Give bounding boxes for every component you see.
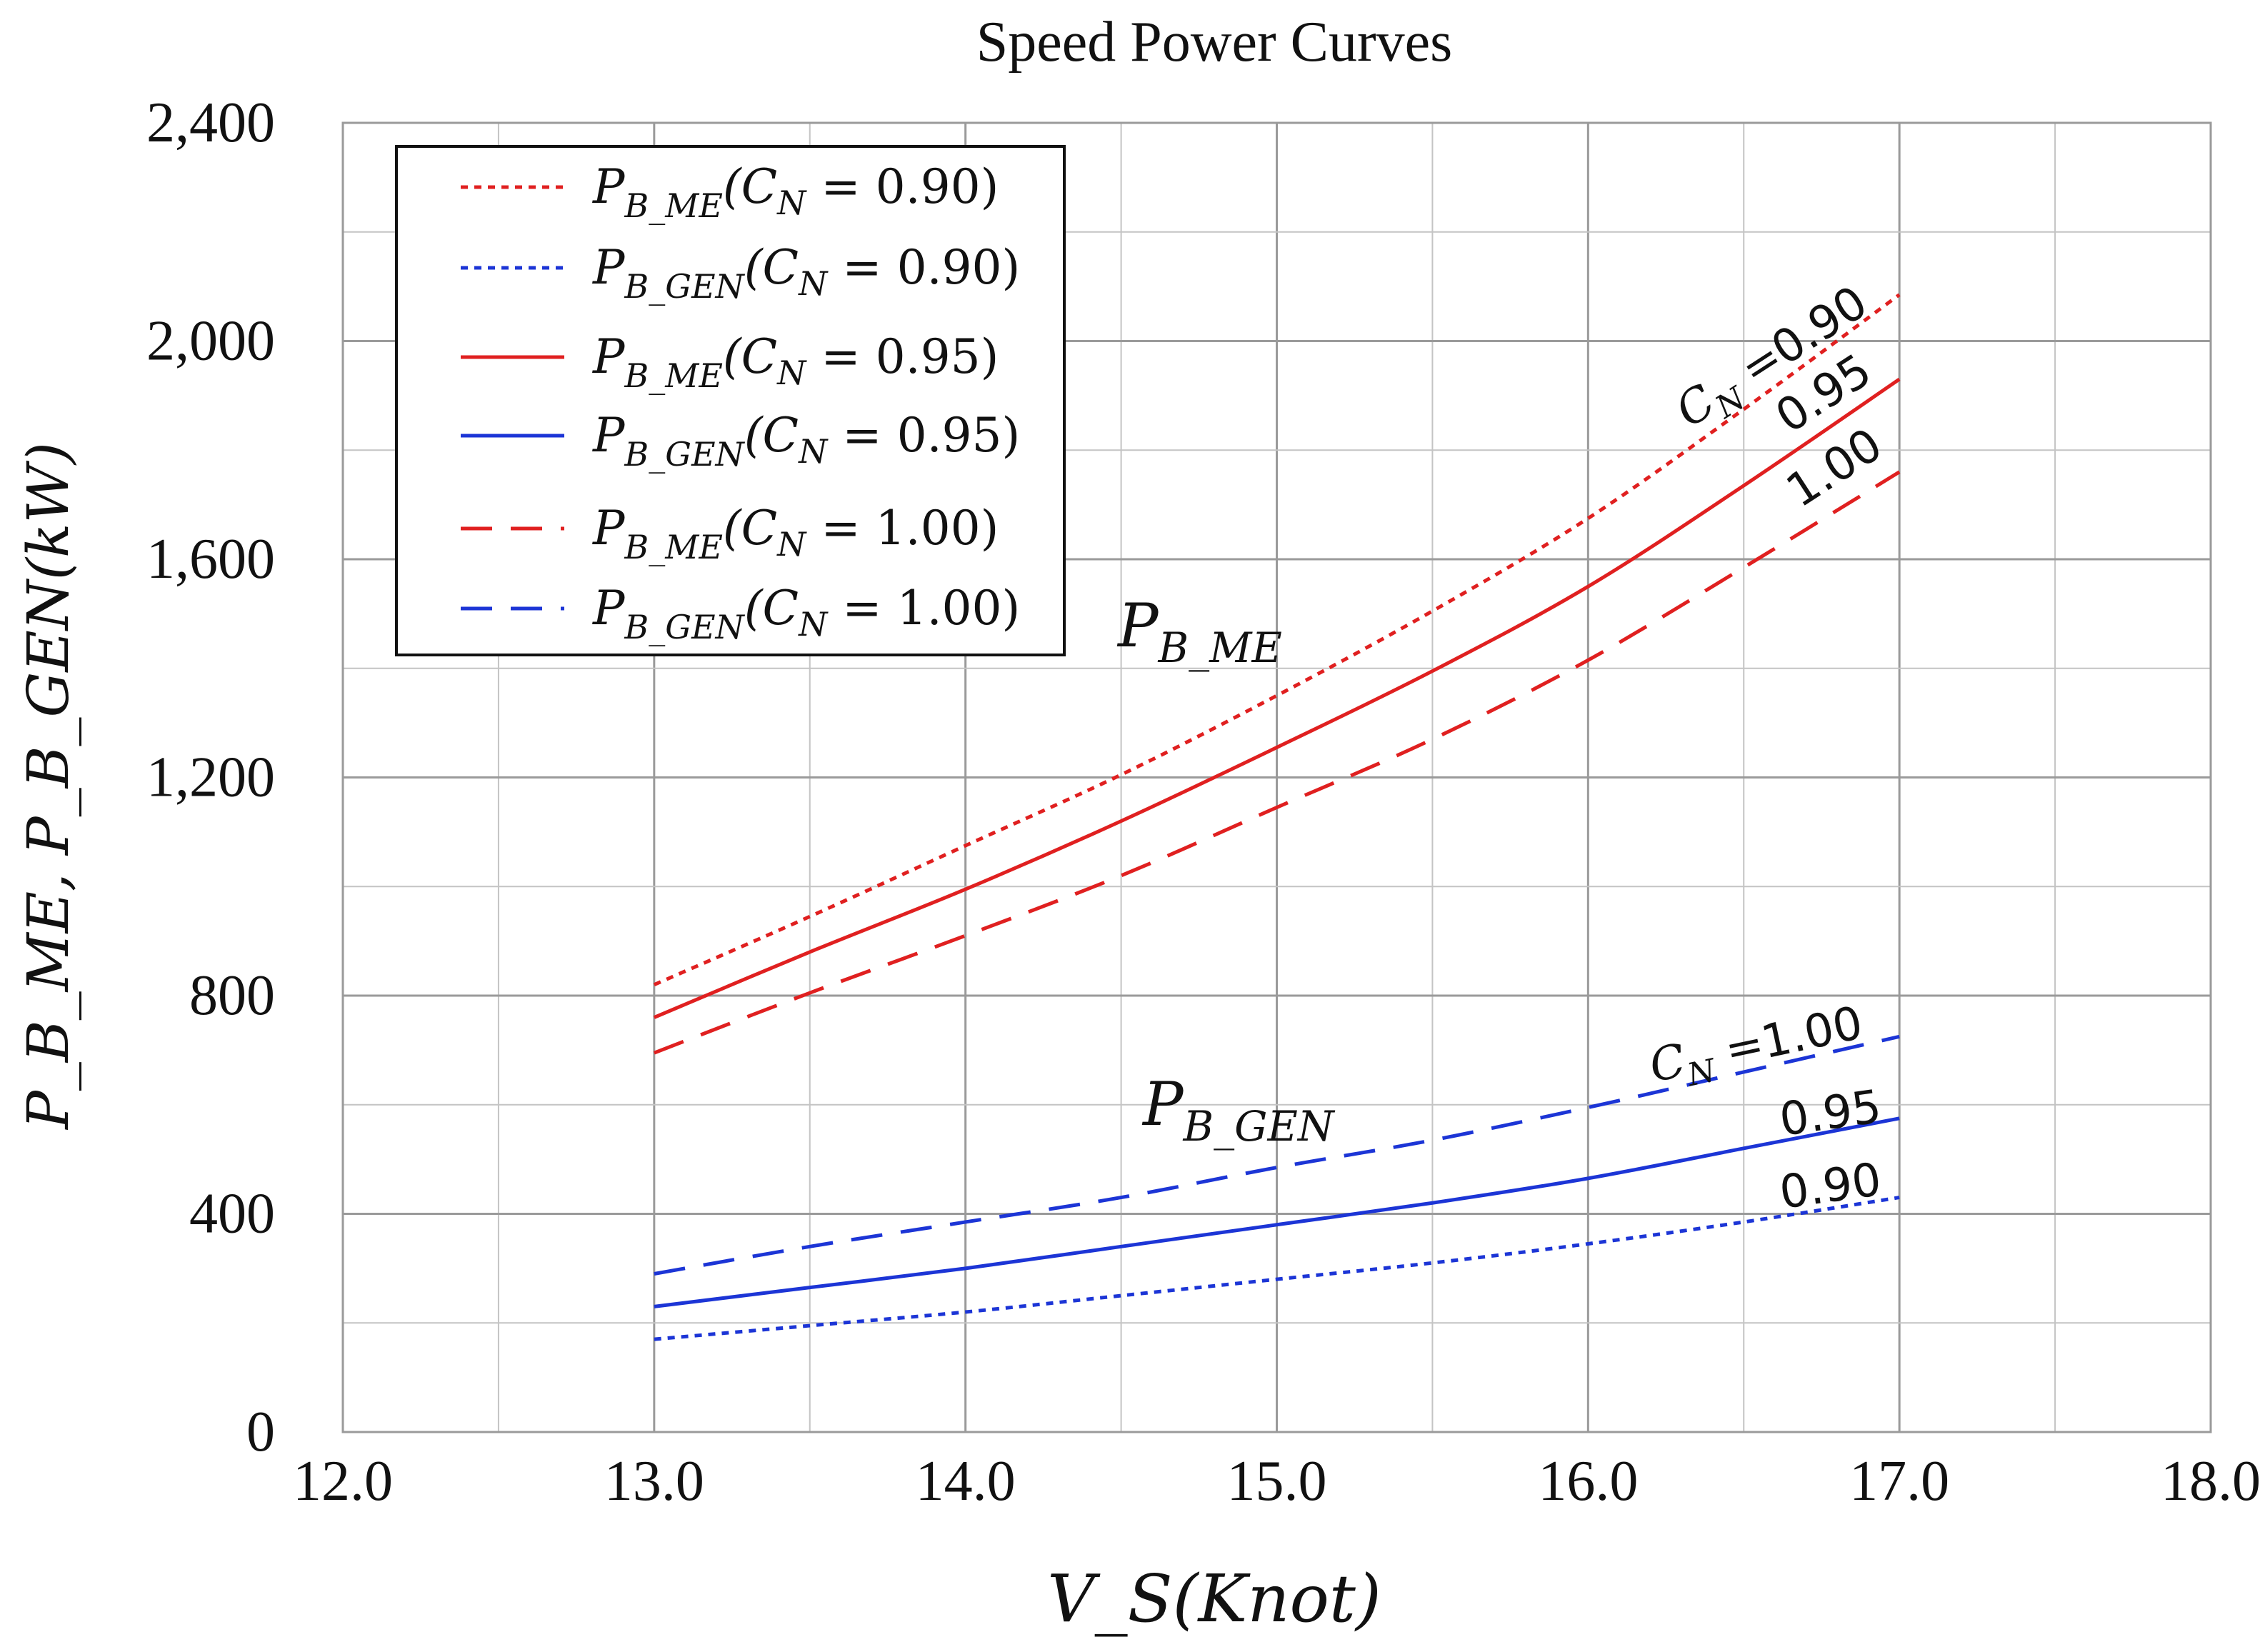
series-line-5 [653,470,1901,1055]
legend-label: PB_GEN(CN = 0.95) [592,408,1020,474]
series-line-3 [653,377,1901,1019]
series-line-2 [654,1196,1900,1341]
x-tick-label: 16.0 [1538,1450,1638,1513]
x-tick-label: 12.0 [293,1450,393,1513]
y-tick-label: 800 [189,964,275,1027]
gen-group-label-main: P [1141,1069,1184,1139]
y-tick-labels: 0 400 800 1,200 1,600 2,000 2,400 [146,91,275,1463]
x-tick-label: 18.0 [2161,1450,2261,1513]
legend-label: PB_GEN(CN = 1.00) [592,581,1020,646]
plot-frame [341,121,2212,1433]
x-axis-label: V_S(Knot) [1047,1561,1381,1637]
y-tick-label: 0 [246,1401,275,1463]
series-layer [653,293,1901,1341]
series-line-1 [653,293,1901,987]
gen-group-label-sub: B_GEN [1183,1102,1336,1151]
y-tick-label: 1,200 [146,746,275,809]
x-tick-label: 13.0 [604,1450,704,1513]
gen-group-label: PB_GEN [1141,1069,1336,1151]
y-tick-label: 400 [189,1183,275,1246]
y-tick-label: 2,400 [146,91,275,154]
me-group-label-main: P [1116,591,1159,661]
me-group-label: PB_ME [1116,591,1282,672]
legend-label: PB_ME(CN = 0.90) [592,159,999,225]
series-line-4 [654,1116,1900,1308]
svg-text:PB_ME: PB_ME [1116,591,1282,672]
y-tick-label: 1,600 [146,528,275,591]
x-tick-labels: 12.0 13.0 14.0 15.0 16.0 17.0 18.0 [293,1450,2261,1513]
y-axis-label: P_B_ME, P_B_GEN(kW) [15,442,81,1131]
legend-box [395,145,1066,656]
x-tick-label: 14.0 [916,1450,1016,1513]
series-line-6 [654,1034,1900,1276]
legend-label: PB_GEN(CN = 0.90) [592,240,1020,306]
legend-label: PB_ME(CN = 1.00) [592,501,999,566]
legend: PB_ME(CN = 0.90) PB_GEN(CN = 0.90) PB_ME(C… [395,145,1066,656]
svg-text:PB_GEN: PB_GEN [1141,1069,1336,1151]
y-tick-label: 2,000 [146,310,275,373]
x-tick-label: 17.0 [1849,1450,1949,1513]
x-tick-label: 15.0 [1227,1450,1327,1513]
chart-title: Speed Power Curves [976,11,1453,74]
me-group-label-sub: B_ME [1158,624,1282,672]
legend-label: PB_ME(CN = 0.95) [592,329,999,395]
